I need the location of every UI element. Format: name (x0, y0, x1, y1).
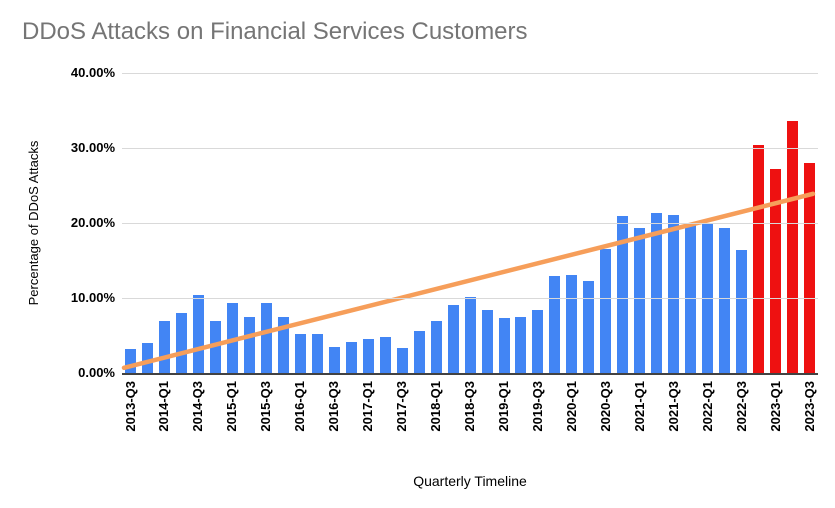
bar-2017-Q2 (379, 337, 391, 373)
bar-2019-Q1 (498, 318, 510, 373)
bar-2013-Q4 (142, 343, 153, 373)
bar-2015-Q2 (243, 316, 255, 373)
bar-2017-Q1 (362, 338, 374, 373)
x-tick-2017-Q3: 2017-Q3 (394, 381, 410, 432)
x-tick-2021-Q3: 2021-Q3 (665, 381, 681, 432)
x-tick-2018-Q3: 2018-Q3 (462, 381, 477, 432)
y-tick-0: 0.00% (78, 365, 115, 380)
bar-2019-Q3 (532, 310, 544, 373)
bar-2018-Q2 (447, 304, 459, 373)
trendline (121, 191, 816, 371)
x-tick-2015-Q1: 2015-Q1 (224, 381, 240, 432)
x-tick-2014-Q3: 2014-Q3 (190, 381, 206, 432)
bar-2013-Q3 (125, 349, 136, 373)
bar-2021-Q4 (685, 225, 697, 373)
bar-2016-Q1 (294, 334, 306, 373)
bar-2022-Q2 (719, 228, 731, 373)
bar-2019-Q4 (549, 276, 561, 373)
x-tick-2019-Q3: 2019-Q3 (529, 381, 545, 432)
x-tick-2013-Q3: 2013-Q3 (122, 381, 138, 432)
gridline-20 (122, 223, 818, 224)
bar-2016-Q3 (328, 346, 340, 373)
x-tick-2023-Q3: 2023-Q3 (801, 381, 817, 432)
x-tick-2017-Q1: 2017-Q1 (360, 381, 376, 432)
bar-2022-Q3 (736, 250, 748, 373)
bar-2018-Q4 (481, 310, 493, 373)
bar-2023-Q3 (804, 163, 815, 373)
bar-2014-Q3 (192, 295, 204, 373)
x-tick-2015-Q3: 2015-Q3 (258, 381, 274, 432)
gridline-30 (122, 148, 818, 149)
chart-title: DDoS Attacks on Financial Services Custo… (22, 18, 528, 45)
bar-2023-Q2 (787, 121, 798, 373)
bar-2020-Q1 (566, 274, 578, 373)
gridline-40 (122, 73, 818, 74)
bar-2020-Q4 (617, 215, 629, 373)
bar-2021-Q3 (668, 214, 680, 373)
x-tick-2016-Q3: 2016-Q3 (326, 381, 342, 432)
bar-2021-Q1 (634, 227, 646, 373)
y-tick-30: 30.00% (70, 140, 115, 155)
x-tick-2014-Q1: 2014-Q1 (156, 381, 172, 432)
bar-2021-Q2 (651, 212, 663, 373)
x-tick-2020-Q1: 2020-Q1 (563, 381, 579, 432)
y-tick-40: 40.00% (70, 65, 115, 80)
bar-2023-Q1 (770, 169, 782, 373)
bar-2016-Q2 (311, 334, 323, 373)
bar-2015-Q4 (277, 316, 289, 373)
bar-2018-Q3 (464, 297, 476, 373)
bar-2016-Q4 (345, 342, 357, 373)
bar-2014-Q2 (175, 313, 187, 373)
x-axis-title: Quarterly Timeline (413, 473, 527, 489)
x-tick-2018-Q1: 2018-Q1 (428, 381, 443, 432)
bar-2014-Q1 (158, 320, 170, 373)
bar-2022-Q4 (753, 145, 765, 373)
x-tick-2022-Q3: 2022-Q3 (733, 381, 749, 432)
x-tick-2023-Q1: 2023-Q1 (767, 381, 783, 432)
x-tick-2016-Q1: 2016-Q1 (292, 381, 308, 432)
bar-2018-Q1 (430, 320, 442, 373)
bar-2015-Q1 (226, 303, 238, 373)
plot-area (121, 73, 818, 375)
bar-2017-Q3 (396, 348, 408, 373)
y-tick-20: 20.00% (70, 215, 115, 230)
x-tick-2020-Q3: 2020-Q3 (597, 381, 613, 432)
bar-2017-Q4 (413, 331, 425, 373)
bar-2020-Q2 (583, 280, 595, 373)
gridline-10 (122, 298, 818, 299)
y-tick-10: 10.00% (70, 290, 115, 305)
bar-2015-Q3 (260, 303, 272, 373)
x-tick-2022-Q1: 2022-Q1 (699, 381, 715, 432)
bar-2019-Q2 (515, 316, 527, 373)
x-tick-2021-Q1: 2021-Q1 (631, 381, 647, 432)
x-tick-2019-Q1: 2019-Q1 (496, 381, 511, 432)
bar-2020-Q3 (600, 248, 612, 373)
